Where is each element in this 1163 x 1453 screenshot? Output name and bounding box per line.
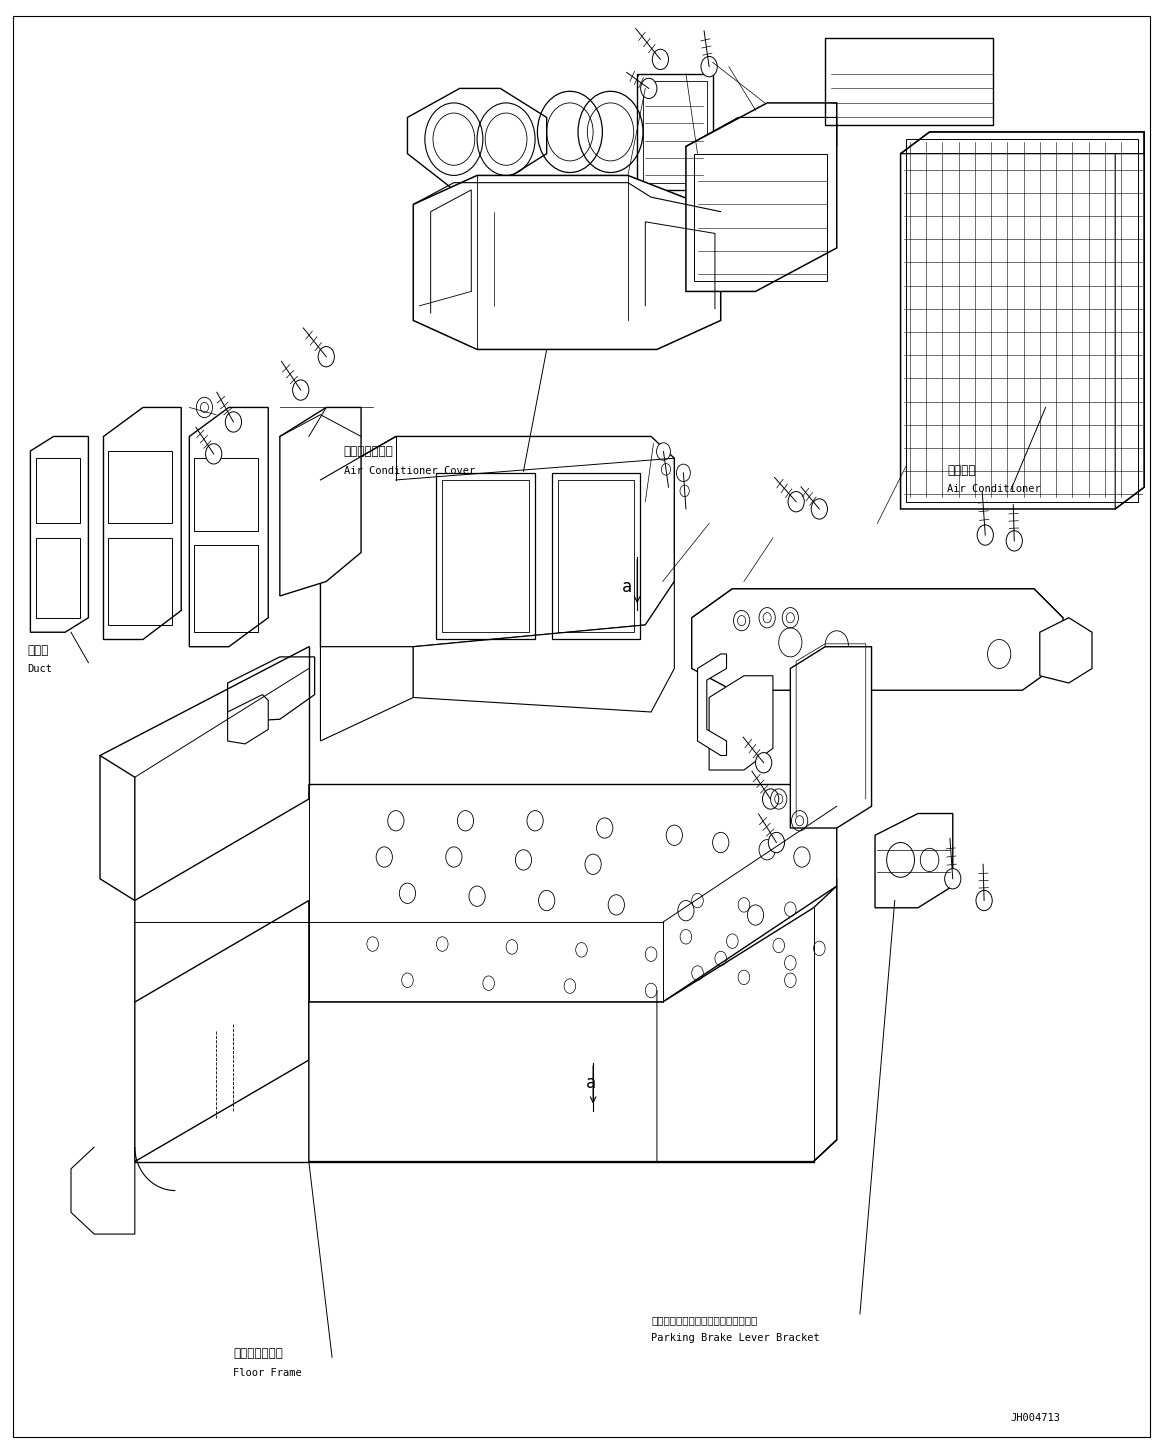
Polygon shape	[686, 103, 836, 292]
Text: Parking Brake Lever Bracket: Parking Brake Lever Bracket	[651, 1332, 820, 1343]
Text: ダクト: ダクト	[27, 644, 49, 657]
Circle shape	[677, 464, 691, 481]
Text: Floor Frame: Floor Frame	[234, 1367, 302, 1377]
Polygon shape	[309, 886, 836, 1161]
Circle shape	[944, 869, 961, 889]
Polygon shape	[135, 785, 836, 1003]
Polygon shape	[280, 407, 361, 596]
Circle shape	[319, 347, 335, 366]
Bar	[906, 139, 1139, 501]
Text: a: a	[586, 1074, 597, 1093]
Polygon shape	[321, 436, 675, 647]
Text: エアコンカバー: エアコンカバー	[343, 445, 393, 458]
Polygon shape	[1040, 618, 1092, 683]
Polygon shape	[698, 654, 727, 756]
Bar	[694, 154, 827, 282]
Circle shape	[206, 443, 222, 464]
Polygon shape	[100, 756, 135, 901]
Circle shape	[680, 485, 690, 497]
Text: エアコン: エアコン	[947, 464, 976, 477]
Polygon shape	[190, 407, 269, 647]
Bar	[194, 458, 258, 530]
Circle shape	[652, 49, 669, 70]
Polygon shape	[791, 647, 871, 828]
Text: パーキングブレーキレバーブラケット: パーキングブレーキレバーブラケット	[651, 1315, 757, 1325]
Bar	[637, 74, 713, 190]
Circle shape	[701, 57, 718, 77]
Bar	[436, 472, 535, 639]
Bar	[194, 545, 258, 632]
Circle shape	[763, 789, 779, 809]
Text: a: a	[622, 578, 633, 596]
Polygon shape	[321, 647, 413, 741]
Polygon shape	[228, 657, 315, 722]
Circle shape	[662, 464, 671, 475]
Circle shape	[976, 891, 992, 911]
Text: Duct: Duct	[27, 664, 52, 674]
Circle shape	[1006, 530, 1022, 551]
Polygon shape	[709, 676, 773, 770]
Polygon shape	[413, 581, 675, 712]
Polygon shape	[900, 132, 1144, 509]
Bar	[552, 472, 640, 639]
Circle shape	[641, 78, 657, 99]
Bar	[643, 81, 707, 183]
Bar	[108, 538, 172, 625]
Text: フロアフレーム: フロアフレーム	[234, 1347, 284, 1360]
Polygon shape	[407, 89, 547, 190]
Circle shape	[769, 833, 785, 853]
Polygon shape	[692, 588, 1063, 690]
Polygon shape	[104, 407, 181, 639]
Bar	[825, 38, 993, 125]
Bar	[108, 450, 172, 523]
Circle shape	[657, 443, 670, 461]
Text: Air Conditioner: Air Conditioner	[947, 484, 1041, 494]
Circle shape	[977, 525, 993, 545]
Bar	[442, 479, 529, 632]
Polygon shape	[135, 901, 309, 1161]
Circle shape	[789, 491, 805, 511]
Circle shape	[226, 411, 242, 432]
Circle shape	[293, 379, 309, 400]
Bar	[558, 479, 634, 632]
Polygon shape	[413, 176, 721, 349]
Text: JH004713: JH004713	[1011, 1412, 1061, 1422]
Text: Air Conditioner Cover: Air Conditioner Cover	[343, 465, 475, 475]
Circle shape	[812, 498, 827, 519]
Bar	[36, 538, 80, 618]
Polygon shape	[228, 695, 269, 744]
Polygon shape	[875, 814, 952, 908]
Polygon shape	[30, 436, 88, 632]
Bar	[36, 458, 80, 523]
Circle shape	[756, 753, 772, 773]
